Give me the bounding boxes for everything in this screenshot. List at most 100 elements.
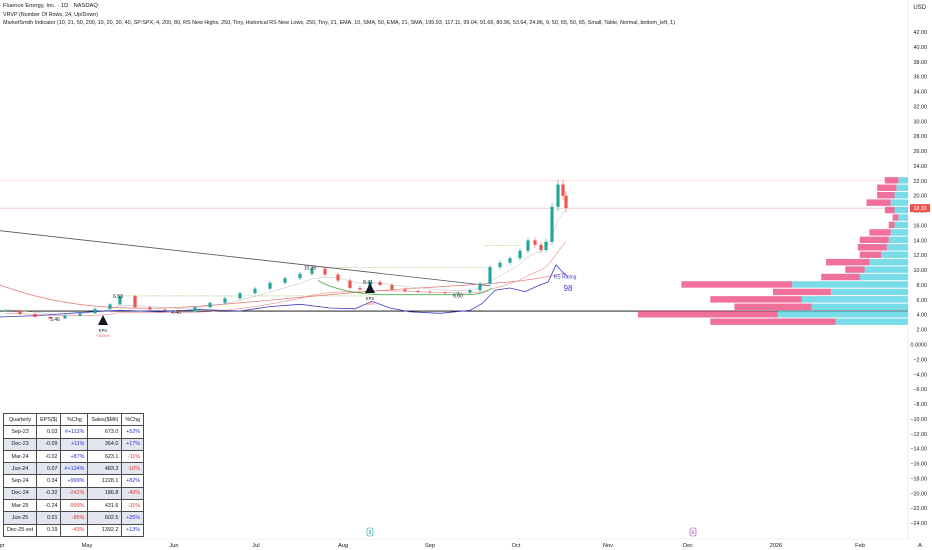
cell-eps-chg: +87%: [60, 449, 89, 464]
volume-profile-up-bar: [864, 266, 908, 273]
x-tick-label: Jun: [169, 543, 178, 549]
y-tick-label: −24.00: [910, 521, 927, 527]
y-tick-label: 22.00: [914, 179, 928, 185]
table-row: Dec-25 est 0.19 -43% 1392.2 +13%: [2, 523, 145, 537]
volume-profile-up-bar: [801, 296, 908, 303]
x-tick-label: pr: [0, 543, 5, 549]
cell-sales: 1228.1: [87, 474, 123, 488]
rs-line: [0, 264, 569, 318]
cell-sales: 186.8: [87, 486, 123, 501]
candle-body: [93, 308, 97, 314]
cell-quarter: Dec-23: [2, 437, 38, 451]
cell-sales: 623.1: [87, 449, 123, 464]
cell-sales-chg: -11%: [121, 449, 145, 464]
y-tick-label: −12.00: [910, 432, 927, 438]
volume-profile-up-bar: [894, 221, 908, 229]
price-annotation: 6.53: [113, 294, 123, 300]
candle-body: [533, 240, 537, 245]
event-badge-label: $: [369, 530, 372, 536]
y-tick-label: 16.00: [914, 223, 928, 229]
candle-body: [544, 241, 548, 251]
col-sales-chg: %Chg: [121, 412, 145, 427]
table-row: Dec-24 -0.32 -242% 186.8 -49%: [2, 486, 145, 501]
candle-body: [268, 282, 272, 289]
x-tick-label: Dec: [683, 543, 693, 549]
x-tick-label: 2026: [770, 543, 782, 549]
cell-sales: 602.5: [87, 511, 123, 525]
y-tick-label: 20.00: [914, 194, 928, 200]
y-tick-label: 42.00: [914, 30, 928, 36]
candle-body: [48, 316, 52, 319]
candle-body: [488, 267, 492, 284]
eps-marker-change: -85%: [366, 302, 375, 306]
cell-eps: 0.01: [36, 511, 62, 525]
cell-eps-chg: -242%: [60, 486, 89, 501]
y-tick-label: 0.0000: [911, 343, 928, 349]
y-tick-label: −4.00: [913, 372, 927, 378]
volume-profile-up-bar: [898, 177, 908, 184]
candle-body: [118, 296, 122, 305]
marketsmith-indicator-label: MarketSmith Indicator (10, 21, 50, 200, …: [3, 20, 675, 26]
volume-profile-down-bar: [734, 303, 812, 311]
candle-body: [310, 268, 314, 274]
x-tick-label: May: [82, 543, 93, 549]
last-price-badge: [910, 204, 930, 213]
x-tick-label: Jul: [252, 543, 259, 549]
cell-quarter: Mar-25: [2, 499, 38, 513]
ma-50-line: [4, 240, 567, 316]
price-annotation: 3.46: [50, 317, 60, 323]
eps-marker-label: EPS: [99, 328, 108, 333]
cell-eps: -0.02: [36, 449, 62, 464]
volume-profile-up-bar: [869, 258, 908, 266]
volume-profile-up-bar: [894, 206, 908, 214]
last-price-value: 18.33: [914, 206, 927, 212]
y-tick-label: 36.00: [914, 75, 928, 81]
eps-marker-icon: [365, 283, 375, 293]
cell-eps: -0.32: [36, 486, 62, 501]
volume-profile-down-bar: [888, 221, 895, 229]
cell-quarter: Sep-24: [2, 474, 38, 488]
candle-body: [508, 258, 512, 263]
cell-sales-chg: +52%: [121, 425, 145, 439]
candle-body: [428, 291, 432, 293]
candle-body: [33, 313, 37, 317]
volume-profile-down-bar: [821, 273, 860, 281]
cell-sales: 431.6: [87, 499, 123, 513]
candle-body: [283, 278, 287, 283]
cell-sales-chg: -31%: [121, 499, 145, 513]
volume-profile-down-bar: [638, 311, 778, 318]
candle-body: [403, 289, 407, 291]
volume-profile-down-bar: [884, 177, 899, 184]
cell-quarter: Jun-25: [2, 511, 38, 525]
candle-body: [378, 282, 382, 285]
cell-quarter: Mar-24: [2, 449, 38, 464]
cell-sales-chg: +25%: [121, 511, 145, 525]
base-pattern-line: [317, 280, 493, 296]
candle-body: [556, 184, 560, 207]
cell-eps-chg: +999%: [60, 474, 89, 488]
y-tick-label: 10.00: [914, 268, 928, 274]
table-row: Mar-25 -0.24 -999% 431.6 -31%: [2, 499, 145, 513]
candle-body: [108, 304, 112, 309]
cell-sales: 483.3: [87, 462, 123, 476]
volume-profile-down-bar: [773, 288, 831, 296]
candle-body: [526, 240, 530, 251]
price-annotation: 98: [564, 284, 573, 293]
ma-21-line: [4, 210, 567, 315]
y-tick-label: −20.00: [910, 491, 927, 497]
volume-profile-up-bar: [777, 311, 908, 318]
candle-body: [390, 284, 394, 290]
y-tick-label: 8.00: [917, 283, 928, 289]
eps-marker-change: +1000%: [96, 334, 111, 338]
cell-eps: 0.03: [36, 425, 62, 439]
candle-body: [193, 307, 197, 312]
cell-sales: 1392.2: [87, 523, 123, 537]
candle-body: [323, 268, 327, 275]
y-tick-label: 34.00: [914, 90, 928, 96]
candle-body: [336, 274, 340, 281]
earnings-table: Quarterly EPS($) %Chg Sales($Mil) %Chg S…: [2, 412, 145, 537]
cell-eps-chg: #+134%: [60, 462, 89, 476]
cell-eps: 0.07: [36, 462, 62, 476]
cell-eps: -0.09: [36, 437, 62, 451]
